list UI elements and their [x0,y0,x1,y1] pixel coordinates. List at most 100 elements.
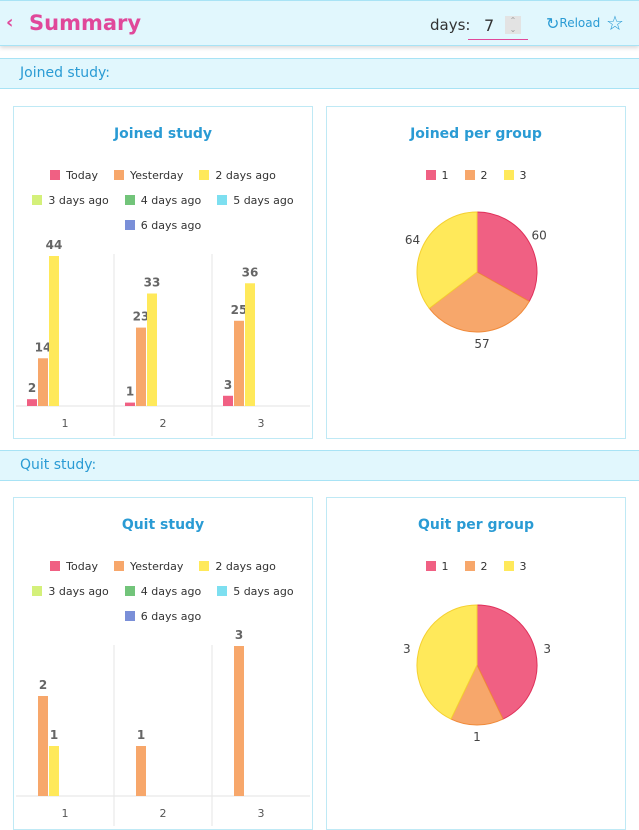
legend-item[interactable]: Today [50,554,98,579]
x-tick-label: 3 [258,417,265,430]
legend-swatch [114,170,124,180]
legend-label: 5 days ago [233,194,294,207]
legend-label: 3 days ago [48,194,109,207]
days-value: 7 [484,16,495,35]
chart-title: Quit per group [417,517,535,533]
bar[interactable] [125,402,135,406]
legend-item[interactable]: 5 days ago [217,188,294,213]
legend-item[interactable]: 3 days ago [32,579,109,604]
chart-legend: Today Yesterday 2 days ago 3 days ago 4 days… [14,554,312,629]
legend-label: 3 [519,560,527,573]
legend-swatch [124,611,135,621]
legend-swatch [124,195,135,205]
bar-value-label: 3 [224,378,232,392]
legend-item[interactable]: Yesterday [114,163,183,188]
legend-item[interactable]: Yesterday [114,554,183,579]
bar-value-label: 33 [144,276,161,290]
section-title: Joined study: [20,65,110,81]
legend-item[interactable]: Today [50,163,98,188]
legend-swatch [199,561,210,571]
pie-slice[interactable] [416,604,478,720]
pie-slice[interactable] [476,211,538,303]
bar[interactable] [223,395,233,406]
legend-item[interactable]: 4 days ago [124,188,202,213]
pie-slice[interactable] [416,211,478,310]
pie-slice[interactable] [476,604,538,720]
joined-bar-card: Joined study Today Yesterday 2 days ago 3 da… [13,106,313,439]
legend-swatch [217,586,228,596]
x-tick-label: 3 [258,807,265,820]
x-tick-label: 2 [160,807,167,820]
bar[interactable] [245,283,255,406]
chart-svg: 3 1 3 [403,604,551,744]
legend-label: Yesterday [130,169,184,182]
legend-item[interactable]: 3 [503,554,527,579]
legend-item[interactable]: 6 days ago [124,604,202,629]
legend-item[interactable]: 5 days ago [217,579,294,604]
days-input[interactable]: 7 ⌃ ⌄ [468,13,528,40]
legend-item[interactable]: 1 [425,554,449,579]
legend-item[interactable]: 3 days ago [32,188,109,213]
star-icon[interactable]: ☆ [606,11,624,35]
refresh-icon: ↻ [546,14,560,33]
chart-title: Quit study [121,517,205,533]
bar[interactable] [27,399,37,406]
legend-item[interactable]: 4 days ago [124,579,202,604]
legend-item[interactable]: 2 days ago [199,163,276,188]
legend-label: 2 days ago [215,560,276,573]
legend-swatch [503,170,514,180]
legend-swatch [124,220,135,230]
x-tick-label: 1 [62,417,69,430]
legend-item[interactable]: 2 [464,163,488,188]
legend-item[interactable]: 2 days ago [199,554,276,579]
legend-label: 3 days ago [48,585,109,598]
reload-label: Reload [559,16,601,30]
legend-swatch [50,561,61,571]
pie-slice[interactable] [428,271,530,333]
chevron-left-icon[interactable]: ‹ [6,12,14,33]
bar-value-label: 3 [235,628,243,642]
slice-value-label: 60 [532,229,547,243]
legend-label: 6 days ago [140,610,202,623]
legend-item[interactable]: 2 [464,554,488,579]
bar[interactable] [136,327,146,406]
bar[interactable] [49,256,59,406]
legend-label: 2 days ago [215,169,276,182]
section-quit: Quit study: [0,450,639,481]
bar[interactable] [234,320,244,406]
bar[interactable] [38,358,48,406]
legend-label: 4 days ago [140,585,202,598]
chart-title: Joined study [113,126,213,142]
page-title: Summary [29,11,142,35]
x-tick-label: 1 [62,807,69,820]
chart-legend: Today Yesterday 2 days ago 3 days ago 4 days… [14,163,312,238]
slice-value-label: 64 [405,233,420,247]
chart-legend: 1 2 3 [327,554,625,579]
legend-swatch [425,170,436,180]
legend-label: 4 days ago [140,194,202,207]
legend-swatch [114,561,124,571]
reload-button[interactable]: ↻Reload [546,14,600,33]
days-stepper[interactable]: ⌃ ⌄ [505,16,521,34]
pie-slice[interactable] [450,663,504,726]
legend-swatch [32,586,43,596]
section-joined: Joined study: [0,58,639,89]
bar-value-label: 25 [231,303,248,317]
legend-item[interactable]: 6 days ago [124,213,202,238]
bar[interactable] [147,293,157,407]
bar-value-label: 2 [28,381,36,395]
legend-swatch [32,195,43,205]
bar-value-label: 2 [39,678,47,692]
bar[interactable] [136,746,146,796]
bar[interactable] [234,646,244,796]
legend-item[interactable]: 3 [503,163,527,188]
bar[interactable] [38,696,48,796]
joined-pie-card: Joined per group 1 2 3 60 57 64 [326,106,626,439]
bar-value-label: 1 [137,728,145,742]
legend-swatch [50,170,61,180]
legend-item[interactable]: 1 [425,163,449,188]
bar-value-label: 1 [126,385,134,399]
bar[interactable] [49,746,59,796]
legend-label: 6 days ago [140,219,202,232]
